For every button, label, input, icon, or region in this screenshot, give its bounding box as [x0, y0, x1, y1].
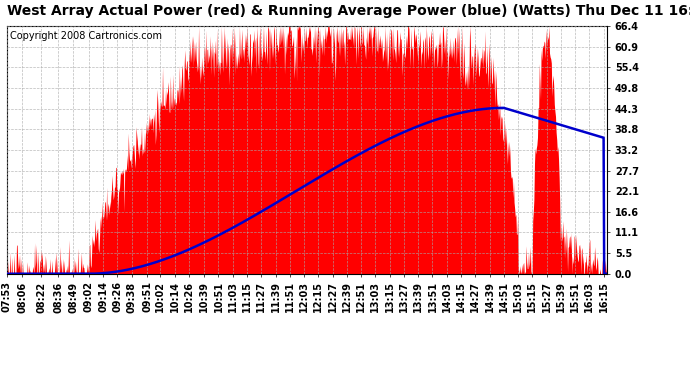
Text: Copyright 2008 Cartronics.com: Copyright 2008 Cartronics.com: [10, 31, 162, 41]
Text: West Array Actual Power (red) & Running Average Power (blue) (Watts) Thu Dec 11 : West Array Actual Power (red) & Running …: [7, 4, 690, 18]
